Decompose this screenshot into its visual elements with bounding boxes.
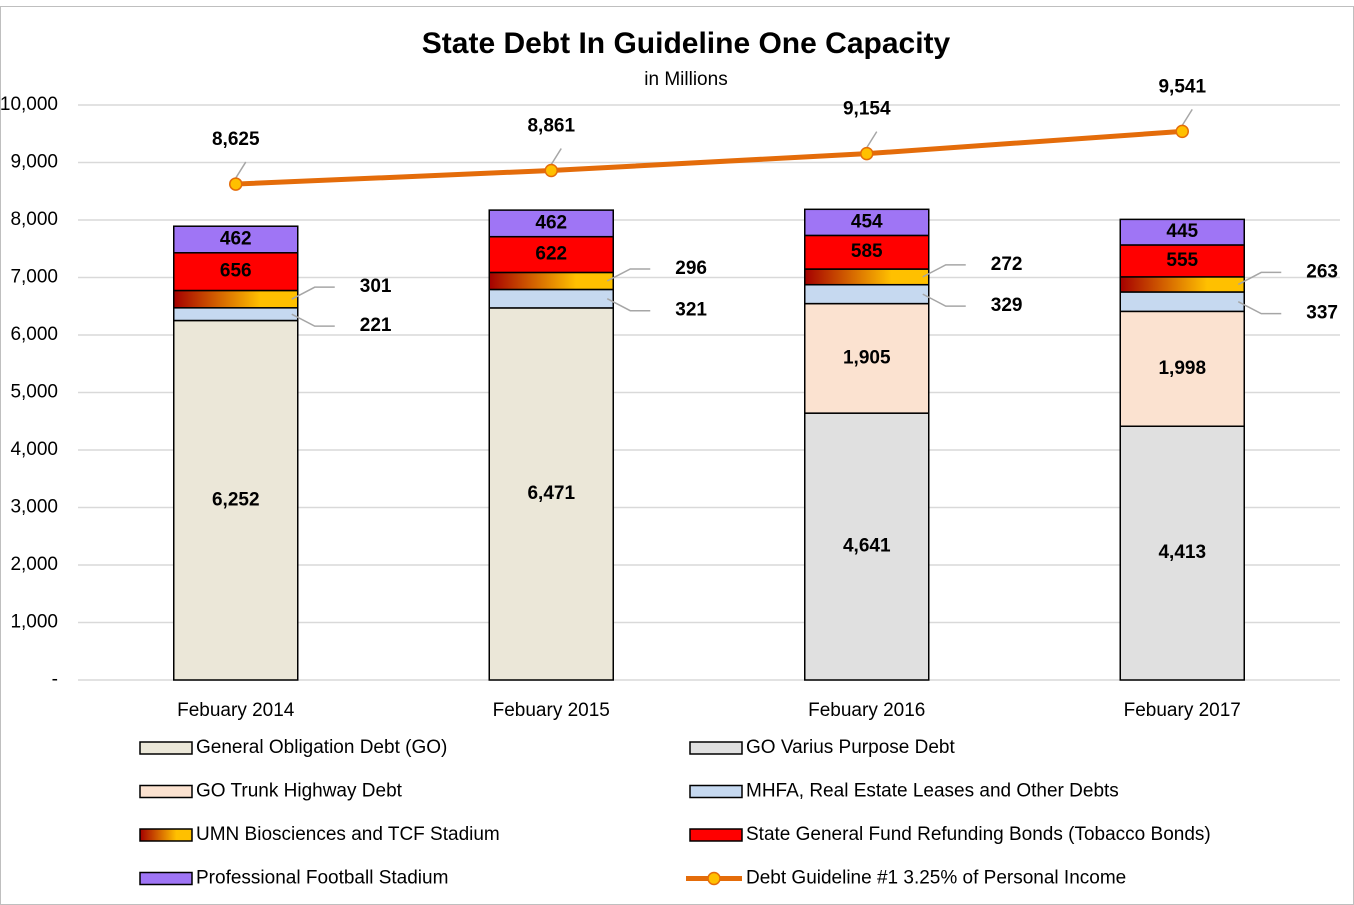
bar-segment [1119, 425, 1245, 681]
x-tick-label: Febuary 2016 [808, 700, 925, 721]
legend-swatch [139, 871, 193, 886]
legend-label: Professional Football Stadium [196, 868, 448, 889]
y-tick-label: 10,000 [0, 94, 58, 115]
legend-label: UMN Biosciences and TCF Stadium [196, 824, 500, 845]
line-marker [544, 163, 558, 178]
legend-swatch [139, 784, 193, 799]
data-label: 454 [851, 211, 883, 232]
data-label: 8,625 [212, 129, 260, 150]
y-tick-label: 7,000 [10, 267, 58, 288]
legend-swatch [707, 871, 721, 886]
data-label: 329 [991, 295, 1023, 316]
leader-line [291, 313, 335, 327]
bar-segment [1119, 244, 1245, 278]
line-marker [1175, 124, 1189, 139]
data-label: 1,998 [1158, 358, 1206, 379]
data-label: 4,413 [1158, 542, 1206, 563]
bar-segment [488, 307, 614, 681]
data-label: 301 [360, 276, 392, 297]
y-tick-label: - [52, 669, 58, 690]
leader-line [606, 268, 651, 282]
legend-swatch [689, 784, 743, 799]
leader-line [606, 298, 651, 312]
bar-segment [1119, 218, 1245, 246]
legend-label: Debt Guideline #1 3.25% of Personal Inco… [746, 868, 1126, 889]
data-label: 555 [1166, 250, 1198, 271]
leader-line [922, 264, 966, 278]
chart-subtitle: in Millions [644, 69, 727, 90]
leader-line [291, 286, 335, 300]
data-label: 272 [991, 254, 1023, 275]
leader-line [550, 148, 562, 165]
data-label: 321 [675, 300, 707, 321]
legend-label: General Obligation Debt (GO) [196, 737, 447, 758]
x-tick-label: Febuary 2017 [1124, 700, 1241, 721]
leader-line [1237, 301, 1282, 315]
data-label: 585 [851, 241, 883, 262]
legend-swatch [689, 741, 743, 755]
bar-segment [173, 225, 299, 254]
line-marker [229, 177, 243, 191]
y-tick-label: 5,000 [10, 382, 58, 403]
data-label: 4,641 [843, 536, 891, 557]
data-label: 296 [675, 258, 707, 279]
line-marker [860, 146, 874, 161]
y-tick-label: 8,000 [10, 209, 58, 230]
legend-label: State General Fund Refunding Bonds (Toba… [746, 824, 1211, 845]
data-label: 6,252 [212, 489, 260, 510]
x-tick-label: Febuary 2015 [493, 700, 610, 721]
data-label: 337 [1306, 303, 1338, 324]
legend-label: GO Trunk Highway Debt [196, 781, 403, 802]
legend-label: GO Varius Purpose Debt [746, 737, 955, 758]
bar-segment [804, 268, 930, 286]
data-label: 1,905 [843, 347, 891, 368]
data-label: 6,471 [527, 483, 575, 504]
line [235, 128, 1183, 187]
data-label: 263 [1306, 261, 1338, 282]
bar-segment [804, 283, 930, 305]
y-tick-label: 9,000 [10, 152, 58, 173]
y-tick-label: 2,000 [10, 554, 58, 575]
data-label: 656 [220, 261, 252, 282]
chart-title: State Debt In Guideline One Capacity [422, 27, 951, 60]
leader-line [1181, 108, 1193, 126]
bar-segment [173, 319, 299, 681]
bar-segment [1119, 291, 1245, 313]
bar-segment [173, 289, 299, 309]
data-label: 445 [1166, 221, 1198, 242]
leader-line [235, 161, 247, 179]
data-label: 221 [360, 315, 392, 336]
data-label: 622 [535, 244, 567, 265]
data-label: 462 [535, 212, 567, 233]
bar-segment [804, 208, 930, 237]
bar-segment [488, 271, 614, 291]
leader-line [866, 131, 878, 149]
y-tick-label: 6,000 [10, 324, 58, 345]
bar-segment [804, 234, 930, 270]
legend-swatch [689, 828, 743, 842]
leader-line [1237, 271, 1282, 286]
data-label: 8,861 [527, 116, 575, 137]
legend-label: MHFA, Real Estate Leases and Other Debts [746, 781, 1119, 802]
bar-segment [173, 252, 299, 292]
x-tick-label: Febuary 2014 [177, 700, 295, 721]
bar-segment [804, 412, 930, 681]
bar-segment [1119, 276, 1245, 293]
bar-segment [488, 209, 614, 238]
data-label: 462 [220, 229, 252, 250]
data-label: 9,541 [1158, 76, 1206, 97]
bar-segment [173, 307, 299, 322]
y-tick-label: 1,000 [10, 612, 58, 633]
bar-segment [488, 288, 614, 309]
y-tick-label: 4,000 [10, 439, 58, 460]
legend-swatch [139, 828, 193, 842]
leader-line [922, 293, 966, 307]
legend-swatch [139, 741, 193, 755]
data-label: 9,154 [843, 99, 891, 120]
y-tick-label: 3,000 [10, 497, 58, 518]
